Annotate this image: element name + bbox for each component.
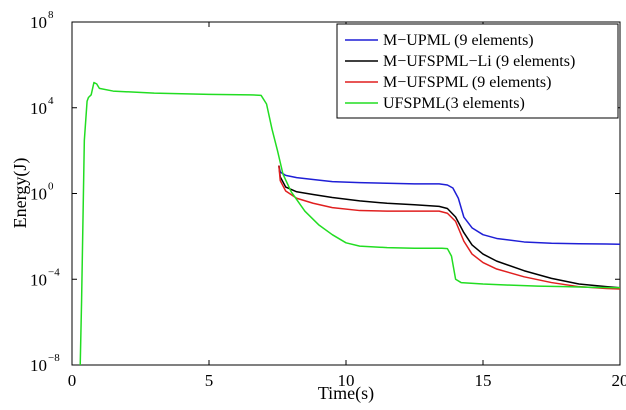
y-tick-exponent: −8	[48, 352, 60, 364]
legend-label: M−UFSPML (9 elements)	[383, 74, 551, 91]
x-tick-label: 5	[205, 371, 214, 390]
y-tick-label: 10	[30, 356, 47, 375]
y-tick-exponent: 4	[48, 95, 54, 107]
x-tick-label: 0	[68, 371, 77, 390]
x-tick-label: 10	[338, 371, 355, 390]
legend-label: M−UFSPML−Li (9 elements)	[383, 53, 575, 70]
series-line-4	[79, 81, 621, 366]
x-axis-title: Time(s)	[318, 383, 374, 404]
y-tick-exponent: 0	[48, 181, 54, 193]
y-tick-label: 10	[30, 99, 47, 118]
y-tick-exponent: 8	[48, 9, 54, 21]
legend-label: M−UPML (9 elements)	[383, 32, 534, 49]
legend: M−UPML (9 elements) M−UFSPML−Li (9 elemen…	[336, 23, 619, 119]
y-tick-label: 10	[30, 185, 47, 204]
series-line-1	[278, 165, 621, 245]
legend-box	[336, 23, 619, 119]
legend-label: UFSPML(3 elements)	[383, 95, 525, 112]
y-tick-label: 10	[30, 13, 47, 32]
y-tick-exponent: −4	[48, 266, 60, 278]
series-layer	[79, 81, 621, 366]
y-axis-title: Energy(J)	[10, 158, 31, 229]
y-tick-label: 10	[30, 270, 47, 289]
series-line-2	[278, 165, 621, 289]
x-tick-label: 15	[475, 371, 492, 390]
x-tick-label: 20	[612, 371, 626, 390]
series-line-3	[278, 165, 621, 290]
